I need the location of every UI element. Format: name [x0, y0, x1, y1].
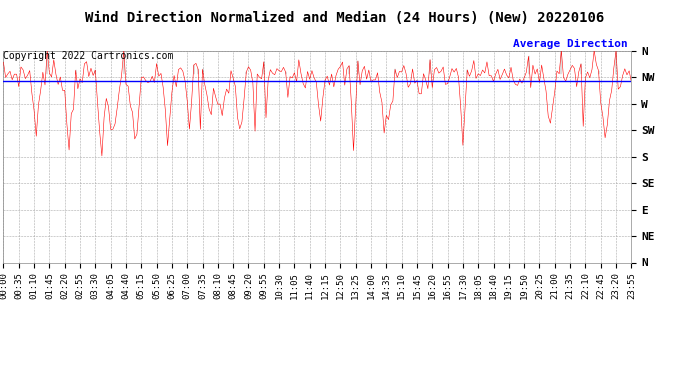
Text: Average Direction: Average Direction [513, 39, 628, 50]
Text: Wind Direction Normalized and Median (24 Hours) (New) 20220106: Wind Direction Normalized and Median (24… [86, 11, 604, 25]
Text: Copyright 2022 Cartronics.com: Copyright 2022 Cartronics.com [3, 51, 174, 61]
